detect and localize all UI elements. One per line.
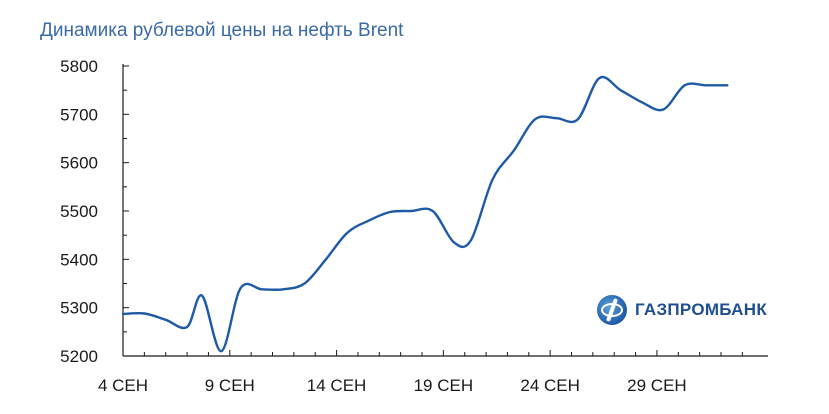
y-tick-label: 5400 [60,250,98,269]
chart-title: Динамика рублевой цены на нефть Brent [40,20,404,41]
y-tick-label: 5700 [60,105,98,124]
y-tick-label: 5500 [60,202,98,221]
logo-text: ГАЗПРОМБАНК [635,300,768,319]
x-tick-label: 19 СЕН [414,376,474,395]
y-tick-label: 5300 [60,299,98,318]
series-line-0 [121,75,729,353]
series-group [121,75,729,353]
x-tick-label: 9 СЕН [205,376,255,395]
y-axis-ticks: 5800 5700 5600 5500 5400 5300 5200 [60,57,129,366]
y-tick-label: 5600 [60,154,98,173]
x-tick-label: 14 СЕН [307,376,367,395]
y-tick-label: 5800 [60,57,98,76]
x-axis-ticks: 4 СЕН 9 СЕН 14 СЕН 19 СЕН 24 СЕН 29 СЕН [98,350,743,395]
x-tick-label: 4 СЕН [98,376,148,395]
gazprombank-logo-icon [597,295,627,325]
x-tick-label: 24 СЕН [520,376,580,395]
gazprombank-logo: ГАЗПРОМБАНК [597,295,767,325]
x-tick-label: 29 СЕН [627,376,687,395]
y-tick-label: 5200 [60,347,98,366]
